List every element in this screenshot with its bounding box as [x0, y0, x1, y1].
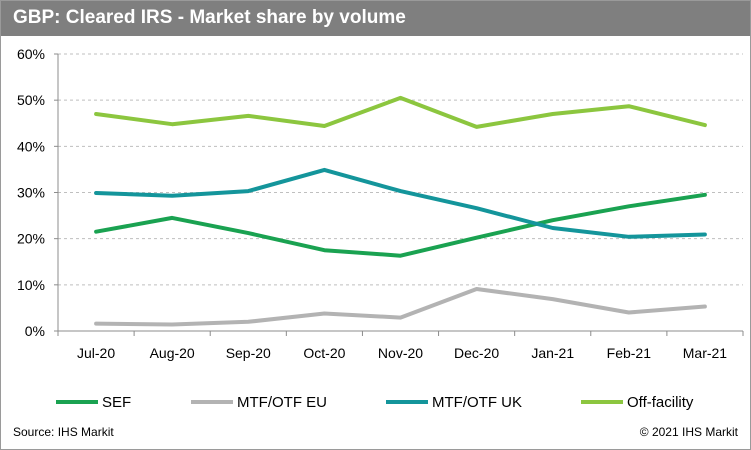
x-tick-label: Jul-20	[77, 345, 115, 361]
x-tick-label: Mar-21	[683, 345, 728, 361]
title-bar: GBP: Cleared IRS - Market share by volum…	[1, 1, 750, 36]
x-tick-label: Jan-21	[531, 345, 574, 361]
legend-label-off-facility: Off-facility	[627, 394, 694, 411]
y-tick-label: 50%	[17, 92, 45, 108]
series-line-off-facility	[94, 95, 707, 129]
x-tick-label: Nov-20	[378, 345, 423, 361]
x-tick-label: Oct-20	[303, 345, 345, 361]
legend-label-mtf-otf-eu: MTF/OTF EU	[237, 394, 327, 411]
y-tick-label: 0%	[25, 323, 45, 339]
y-tick-label: 30%	[17, 185, 45, 201]
y-tick-label: 20%	[17, 231, 45, 247]
chart-title: GBP: Cleared IRS - Market share by volum…	[13, 7, 406, 28]
legend-label-mtf-otf-uk: MTF/OTF UK	[432, 394, 522, 411]
series-line-mtf-otf-eu	[94, 287, 707, 327]
copyright-note: © 2021 IHS Markit	[639, 425, 738, 439]
x-tick-label: Dec-20	[454, 345, 499, 361]
series-line-mtf-otf-uk	[94, 167, 707, 239]
line-chart: 0% 10% 20% 30% 40% 50% 60% Jul-20 Aug-20 Sep-20 Oc…	[17, 46, 744, 411]
x-tick-label: Feb-21	[607, 345, 652, 361]
y-tick-label: 60%	[17, 46, 45, 62]
source-note: Source: IHS Markit	[13, 425, 114, 439]
y-tick-label: 10%	[17, 277, 45, 293]
series-line-sef	[94, 192, 707, 258]
x-tick-label: Aug-20	[150, 345, 195, 361]
legend-label-sef: SEF	[102, 394, 131, 411]
x-tick-label: Sep-20	[226, 345, 271, 361]
y-tick-label: 40%	[17, 138, 45, 154]
